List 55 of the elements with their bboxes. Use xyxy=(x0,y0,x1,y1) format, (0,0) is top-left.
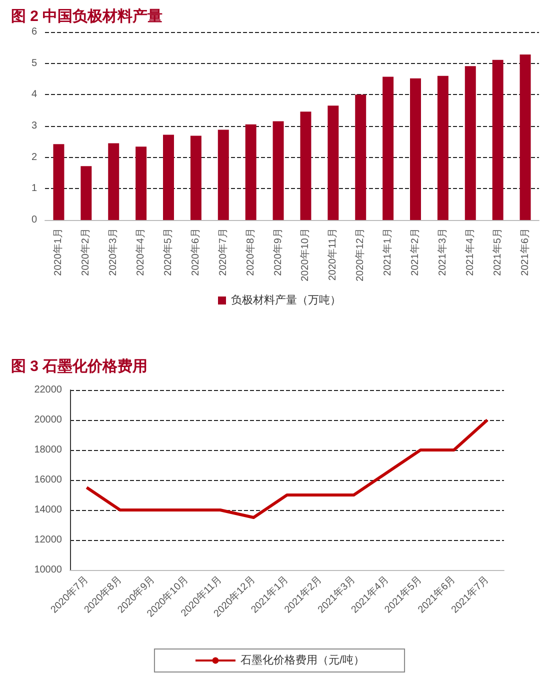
bar xyxy=(136,146,147,220)
y-tick-label: 5 xyxy=(31,58,38,69)
legend-label: 石墨化价格费用（元/吨） xyxy=(240,654,365,666)
bar xyxy=(328,106,339,220)
x-tick-label: 2020年3月 xyxy=(107,228,120,276)
x-tick-label: 2021年6月 xyxy=(518,228,531,276)
y-tick-label: 3 xyxy=(31,120,38,132)
y-tick-label: 20000 xyxy=(34,414,62,426)
y-tick-label: 6 xyxy=(31,26,38,38)
bar xyxy=(108,143,120,220)
bar xyxy=(492,60,504,220)
legend-label: 负极材料产量（万吨） xyxy=(231,294,341,306)
bar xyxy=(272,121,284,220)
x-tick-label: 2020年5月 xyxy=(162,228,174,276)
y-tick-label: 14000 xyxy=(34,504,62,516)
y-tick-label: 16000 xyxy=(34,474,62,486)
y-tick-label: 10000 xyxy=(34,564,62,576)
x-tick-label: 2020年4月 xyxy=(134,228,147,276)
x-tick-label: 2020年6月 xyxy=(189,228,202,276)
bar xyxy=(464,66,476,220)
bar xyxy=(53,144,64,220)
y-tick-label: 2 xyxy=(31,152,38,163)
bar xyxy=(245,124,256,220)
bar xyxy=(163,134,174,220)
x-tick-label: 2020年12月 xyxy=(354,228,366,282)
x-tick-label: 2021年2月 xyxy=(409,228,421,276)
x-tick-label: 2020年1月 xyxy=(52,228,64,276)
y-tick-label: 12000 xyxy=(34,534,62,546)
bar xyxy=(300,112,312,220)
x-tick-label: 2021年4月 xyxy=(464,228,476,276)
chart-title: 图 3 石墨化价格费用 xyxy=(11,358,148,375)
x-tick-label: 2020年8月 xyxy=(244,228,256,276)
line-series xyxy=(85,418,489,519)
y-tick-label: 1 xyxy=(31,183,38,194)
x-tick-label: 2021年3月 xyxy=(436,228,448,276)
bar xyxy=(218,130,229,220)
x-tick-label: 2020年11月 xyxy=(326,228,339,281)
y-tick-label: 4 xyxy=(31,89,38,100)
x-tick-label: 2021年5月 xyxy=(491,228,504,276)
bar xyxy=(80,166,92,220)
x-tick-label: 2020年7月 xyxy=(216,228,229,276)
bar xyxy=(382,76,394,220)
y-tick-label: 22000 xyxy=(34,384,62,396)
bar xyxy=(410,78,421,220)
chart-title: 图 2 中国负极材料产量 xyxy=(11,8,163,25)
bar xyxy=(520,54,531,220)
bar xyxy=(190,136,202,220)
y-tick-label: 18000 xyxy=(34,444,62,456)
bar xyxy=(355,94,366,220)
y-tick-label: 0 xyxy=(31,214,38,226)
x-tick-label: 2020年10月 xyxy=(299,228,312,282)
bar xyxy=(437,76,448,220)
x-tick-label: 2021年1月 xyxy=(382,228,394,276)
x-tick-label: 2020年2月 xyxy=(80,228,92,276)
x-tick-label: 2020年9月 xyxy=(272,228,284,276)
